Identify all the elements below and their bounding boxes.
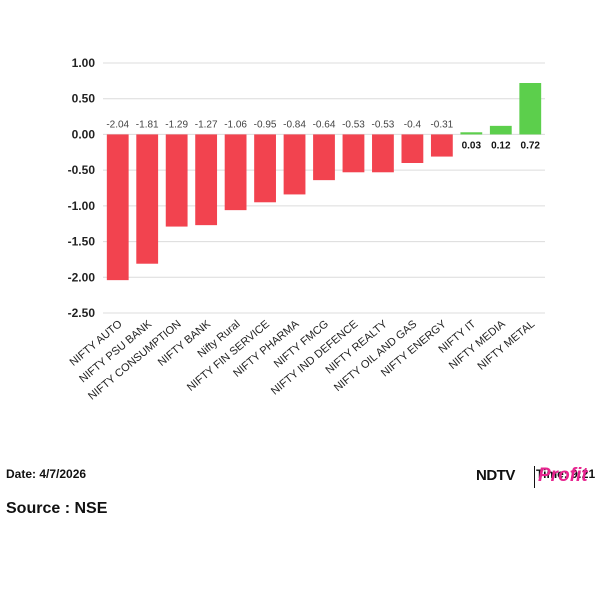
y-tick-label: -2.00 bbox=[68, 270, 96, 284]
value-label: 0.72 bbox=[521, 140, 541, 151]
bar bbox=[519, 83, 542, 135]
bar bbox=[165, 134, 188, 227]
value-label: 0.03 bbox=[462, 140, 482, 151]
bar bbox=[372, 134, 394, 173]
source-label: Source : NSE bbox=[6, 500, 108, 517]
bar bbox=[401, 134, 424, 163]
y-tick-label: -2.50 bbox=[68, 306, 96, 320]
bar bbox=[224, 134, 247, 211]
date-label: Date: 4/7/2026 bbox=[6, 467, 87, 481]
brand-ndtv-text: NDTV bbox=[476, 467, 515, 484]
bar bbox=[460, 132, 483, 135]
y-tick-label: -1.00 bbox=[68, 199, 96, 213]
sector-bar-chart: 1.00 0.50 0.00 -0.50 -1.00 -1.50 -2.00 -2.50 -2… bbox=[68, 56, 545, 403]
value-label: -0.95 bbox=[254, 119, 277, 130]
value-label: 0.12 bbox=[491, 140, 511, 151]
bar bbox=[283, 134, 306, 195]
value-label: -0.31 bbox=[430, 119, 453, 130]
ndtv-profit-logo: NDTV Time: 9:21 Profit bbox=[476, 465, 600, 490]
bar bbox=[313, 134, 335, 181]
value-label: -1.81 bbox=[136, 119, 159, 130]
bar bbox=[430, 134, 453, 157]
bar bbox=[136, 134, 159, 264]
time-label: Time: 9:21 bbox=[536, 467, 596, 481]
bar bbox=[195, 134, 218, 226]
brand-separator bbox=[534, 466, 535, 488]
value-label: -0.53 bbox=[372, 119, 395, 130]
bar bbox=[489, 125, 512, 135]
value-label: -0.4 bbox=[404, 119, 422, 130]
value-labels: -2.04 -1.81 -1.29 -1.27 -1.06 -0.95 -0.84 -0.64… bbox=[106, 119, 540, 151]
bar bbox=[106, 134, 129, 281]
value-label: -0.64 bbox=[313, 119, 336, 130]
y-tick-label: -0.50 bbox=[68, 163, 96, 177]
value-label: -0.53 bbox=[342, 119, 365, 130]
y-tick-label: -1.50 bbox=[68, 235, 96, 249]
bar bbox=[254, 134, 276, 203]
bars bbox=[106, 83, 542, 281]
y-tick-label: 0.50 bbox=[72, 92, 96, 106]
value-label: -2.04 bbox=[106, 119, 129, 130]
value-label: -0.84 bbox=[283, 119, 306, 130]
value-label: -1.06 bbox=[224, 119, 247, 130]
value-label: -1.29 bbox=[165, 119, 188, 130]
y-axis-ticks: 1.00 0.50 0.00 -0.50 -1.00 -1.50 -2.00 -2.50 bbox=[68, 56, 96, 320]
value-label: -1.27 bbox=[195, 119, 218, 130]
bar bbox=[342, 134, 365, 173]
brand-profit-text: Profit bbox=[538, 465, 588, 486]
y-tick-label: 1.00 bbox=[72, 56, 96, 70]
y-tick-label: 0.00 bbox=[72, 127, 96, 141]
